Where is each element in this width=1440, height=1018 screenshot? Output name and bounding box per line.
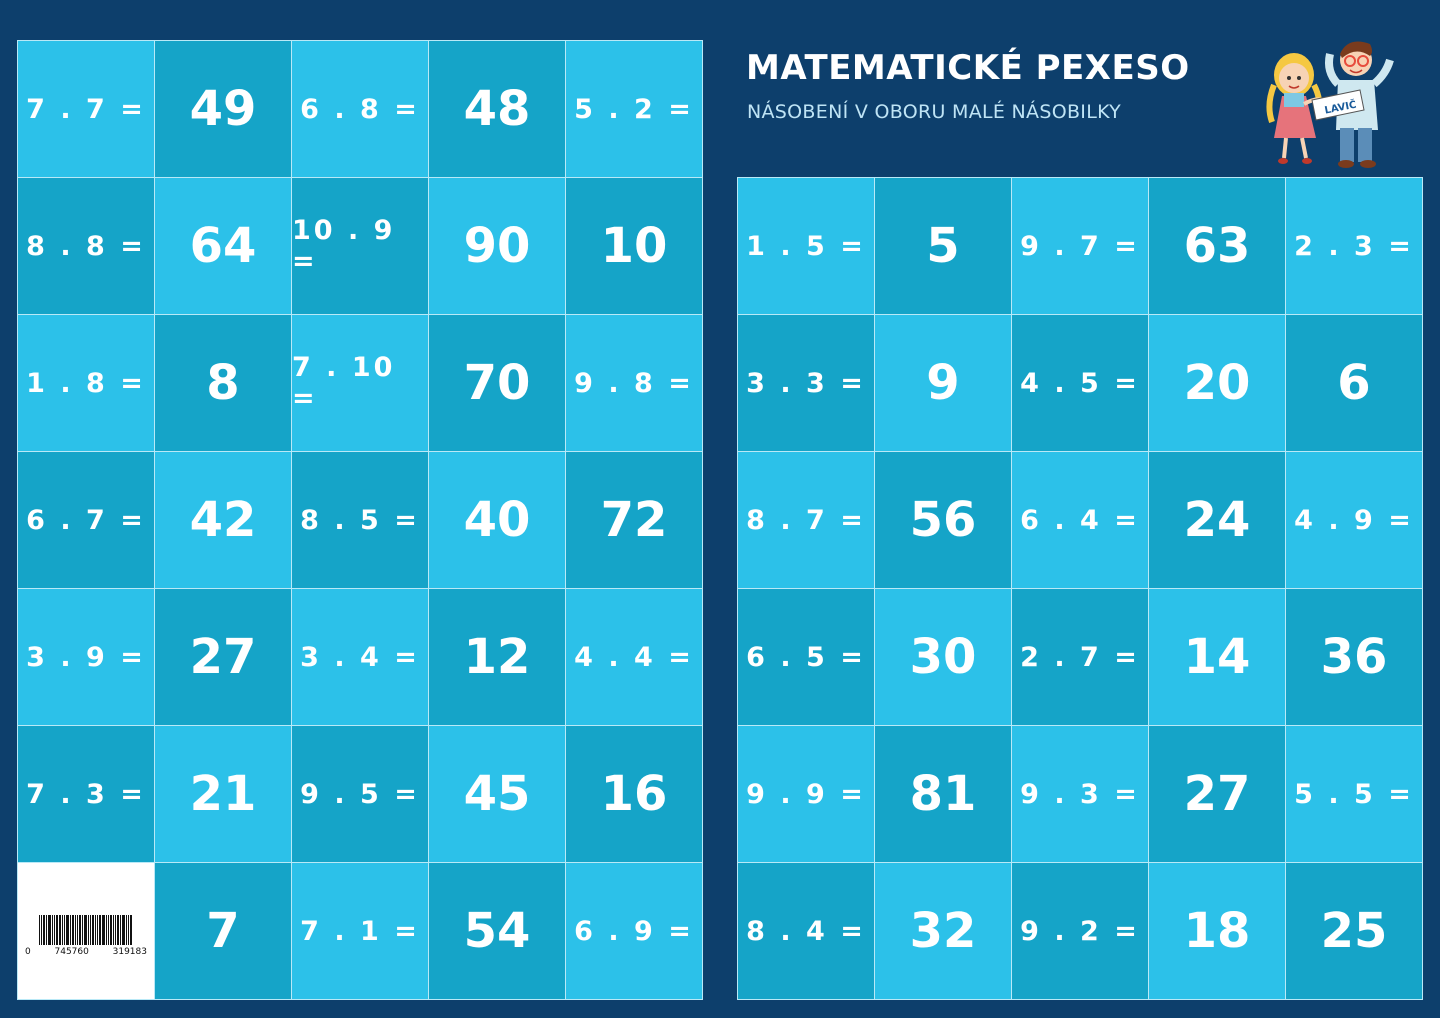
result-card[interactable]: 14 xyxy=(1149,589,1286,726)
barcode-digit-group: 0 xyxy=(25,947,31,957)
barcode: 0 745760 319183 xyxy=(18,863,155,1000)
equation-card[interactable]: 7 . 1 = xyxy=(292,863,429,1000)
barcode-bars xyxy=(39,915,133,945)
result-card[interactable]: 8 xyxy=(155,315,292,452)
result-card[interactable]: 64 xyxy=(155,178,292,315)
equation-card[interactable]: 4 . 4 = xyxy=(566,589,703,726)
equation-card[interactable]: 1 . 5 = xyxy=(738,178,875,315)
equation-card[interactable]: 9 . 9 = xyxy=(738,726,875,863)
result-card[interactable]: 25 xyxy=(1286,863,1423,1000)
result-card[interactable]: 49 xyxy=(155,41,292,178)
equation-card[interactable]: 6 . 9 = xyxy=(566,863,703,1000)
equation-card[interactable]: 2 . 3 = xyxy=(1286,178,1423,315)
result-card[interactable]: 20 xyxy=(1149,315,1286,452)
equation-card[interactable]: 9 . 3 = xyxy=(1012,726,1149,863)
page-subtitle: NÁSOBENÍ V OBORU MALÉ NÁSOBILKY xyxy=(747,101,1122,123)
result-card[interactable]: 12 xyxy=(429,589,566,726)
equation-card[interactable]: 10 . 9 = xyxy=(292,178,429,315)
equation-card[interactable]: 5 . 2 = xyxy=(566,41,703,178)
equation-card[interactable]: 8 . 5 = xyxy=(292,452,429,589)
result-card[interactable]: 32 xyxy=(875,863,1012,1000)
equation-card[interactable]: 6 . 7 = xyxy=(18,452,155,589)
result-card[interactable]: 21 xyxy=(155,726,292,863)
equation-card[interactable]: 3 . 9 = xyxy=(18,589,155,726)
result-card[interactable]: 40 xyxy=(429,452,566,589)
equation-card[interactable]: 1 . 8 = xyxy=(18,315,155,452)
result-card[interactable]: 9 xyxy=(875,315,1012,452)
equation-card[interactable]: 5 . 5 = xyxy=(1286,726,1423,863)
equation-card[interactable]: 4 . 9 = xyxy=(1286,452,1423,589)
equation-card[interactable]: 3 . 3 = xyxy=(738,315,875,452)
barcode-digit-group: 319183 xyxy=(112,947,147,957)
result-card[interactable]: 30 xyxy=(875,589,1012,726)
result-card[interactable]: 72 xyxy=(566,452,703,589)
left-card-grid: 7 . 7 = 49 6 . 8 = 48 5 . 2 = 8 . 8 = 64 10 . 9… xyxy=(17,40,703,1000)
equation-card[interactable]: 9 . 5 = xyxy=(292,726,429,863)
equation-card[interactable]: 7 . 10 = xyxy=(292,315,429,452)
result-card[interactable]: 48 xyxy=(429,41,566,178)
result-card[interactable]: 10 xyxy=(566,178,703,315)
equation-card[interactable]: 9 . 8 = xyxy=(566,315,703,452)
result-card[interactable]: 42 xyxy=(155,452,292,589)
result-card[interactable]: 16 xyxy=(566,726,703,863)
equation-card[interactable]: 6 . 8 = xyxy=(292,41,429,178)
sign: LAVIČ xyxy=(1311,89,1365,121)
equation-card[interactable]: 9 . 2 = xyxy=(1012,863,1149,1000)
result-card[interactable]: 7 xyxy=(155,863,292,1000)
result-card[interactable]: 56 xyxy=(875,452,1012,589)
barcode-digits: 0 745760 319183 xyxy=(25,947,147,957)
result-card[interactable]: 70 xyxy=(429,315,566,452)
right-card-grid: 1 . 5 = 5 9 . 7 = 63 2 . 3 = 3 . 3 = 9 4 . 5 = 2… xyxy=(737,177,1423,1000)
children-mascot-illustration: LAVIČ xyxy=(1266,41,1394,168)
equation-card[interactable]: 8 . 8 = xyxy=(18,178,155,315)
barcode-digit-group: 745760 xyxy=(54,947,89,957)
equation-card[interactable]: 6 . 5 = xyxy=(738,589,875,726)
result-card[interactable]: 36 xyxy=(1286,589,1423,726)
equation-card[interactable]: 4 . 5 = xyxy=(1012,315,1149,452)
result-card[interactable]: 18 xyxy=(1149,863,1286,1000)
result-card[interactable]: 27 xyxy=(1149,726,1286,863)
equation-card[interactable]: 8 . 7 = xyxy=(738,452,875,589)
equation-card[interactable]: 3 . 4 = xyxy=(292,589,429,726)
equation-card[interactable]: 7 . 7 = xyxy=(18,41,155,178)
equation-card[interactable]: 8 . 4 = xyxy=(738,863,875,1000)
result-card[interactable]: 45 xyxy=(429,726,566,863)
equation-card[interactable]: 9 . 7 = xyxy=(1012,178,1149,315)
result-card[interactable]: 5 xyxy=(875,178,1012,315)
result-card[interactable]: 24 xyxy=(1149,452,1286,589)
result-card[interactable]: 90 xyxy=(429,178,566,315)
page-title: MATEMATICKÉ PEXESO xyxy=(746,48,1190,88)
result-card[interactable]: 63 xyxy=(1149,178,1286,315)
result-card[interactable]: 27 xyxy=(155,589,292,726)
result-card[interactable]: 6 xyxy=(1286,315,1423,452)
result-card[interactable]: 81 xyxy=(875,726,1012,863)
equation-card[interactable]: 2 . 7 = xyxy=(1012,589,1149,726)
result-card[interactable]: 54 xyxy=(429,863,566,1000)
equation-card[interactable]: 7 . 3 = xyxy=(18,726,155,863)
equation-card[interactable]: 6 . 4 = xyxy=(1012,452,1149,589)
